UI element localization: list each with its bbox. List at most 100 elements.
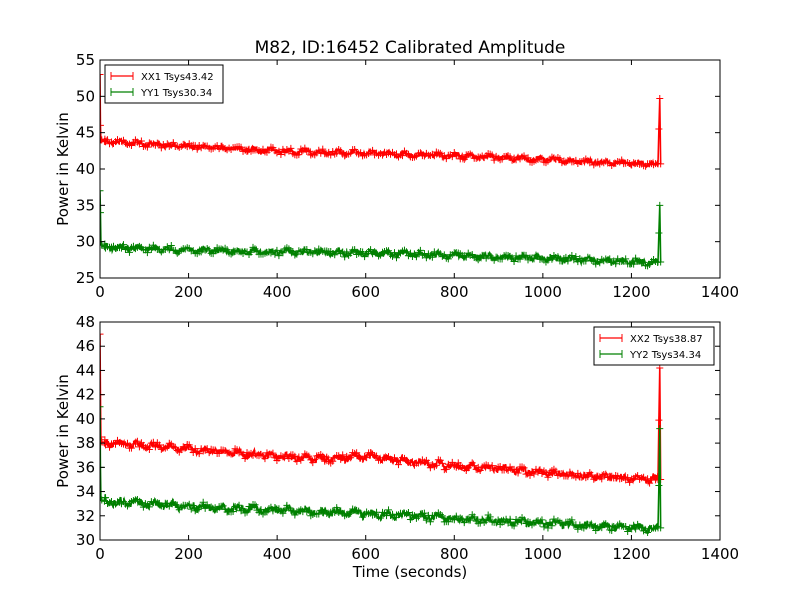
- y-tick-label: 35: [76, 196, 95, 214]
- data-point: [568, 251, 576, 259]
- data-point: [426, 518, 434, 526]
- data-point: [123, 439, 131, 447]
- data-point: [644, 475, 652, 483]
- data-point: [536, 466, 544, 474]
- data-point: [149, 438, 157, 446]
- data-point: [311, 455, 319, 463]
- data-point: [548, 255, 556, 263]
- y-tick-label: 44: [76, 361, 95, 379]
- data-point: [193, 145, 201, 153]
- data-point: [363, 454, 371, 462]
- data-point: [281, 506, 289, 514]
- data-point: [239, 505, 247, 513]
- data-point: [482, 517, 490, 525]
- data-point: [656, 95, 664, 103]
- series-0-0: [100, 71, 665, 170]
- data-point: [432, 461, 440, 469]
- x-tick-label: 400: [263, 545, 292, 563]
- data-point: [235, 501, 243, 509]
- data-point: [506, 515, 514, 523]
- data-point: [241, 454, 249, 462]
- data-point: [391, 454, 398, 462]
- data-point: [143, 143, 151, 151]
- data-point: [504, 519, 512, 527]
- data-point: [351, 246, 359, 254]
- data-point: [359, 248, 367, 256]
- data-point: [257, 506, 265, 514]
- data-point: [630, 260, 638, 268]
- series-0-1: [100, 187, 665, 270]
- data-point: [644, 529, 652, 537]
- y-tick-label: 45: [76, 124, 95, 142]
- data-point: [544, 524, 552, 532]
- data-point: [133, 437, 141, 445]
- data-point: [373, 508, 381, 516]
- data-point: [598, 524, 606, 532]
- data-point: [137, 137, 145, 145]
- data-point: [185, 500, 193, 508]
- data-point: [100, 187, 104, 195]
- x-tick-label: 1200: [612, 545, 650, 563]
- legend-label: YY2 Tsys34.34: [629, 350, 701, 361]
- bottom-panel: 0 200 400 600 800 1000 1200 1400 30 32 34 36 38 40 42 4…: [54, 313, 739, 581]
- data-point: [516, 255, 524, 263]
- figure-title: M82, ID:16452 Calibrated Amplitude: [255, 38, 566, 58]
- data-point: [542, 519, 550, 527]
- data-point: [618, 156, 626, 164]
- data-point: [612, 260, 620, 268]
- y-tick-label: 36: [76, 458, 95, 476]
- data-point: [470, 462, 478, 470]
- data-point: [428, 253, 436, 261]
- data-point: [402, 248, 410, 256]
- data-point: [624, 527, 632, 535]
- data-point: [335, 452, 343, 460]
- data-point: [104, 136, 112, 144]
- data-point: [422, 516, 430, 524]
- data-point: [398, 152, 406, 160]
- data-point: [520, 464, 528, 472]
- data-point: [486, 513, 494, 521]
- x-tick-label: 0: [95, 545, 105, 563]
- data-point: [319, 145, 327, 153]
- data-point: [155, 441, 163, 449]
- data-point: [572, 253, 580, 261]
- data-point: [203, 445, 211, 453]
- data-point: [277, 150, 285, 158]
- data-point: [271, 250, 279, 258]
- data-point: [341, 456, 349, 464]
- data-point: [108, 498, 116, 506]
- data-point: [444, 255, 452, 263]
- data-point: [438, 512, 446, 520]
- data-point: [656, 364, 664, 372]
- data-point: [526, 471, 534, 479]
- data-point: [269, 449, 277, 457]
- plot-frame: [99, 321, 721, 541]
- data-point: [632, 525, 640, 533]
- data-point: [470, 513, 478, 521]
- data-point: [584, 473, 592, 481]
- data-point: [135, 443, 143, 451]
- data-point: [333, 149, 341, 157]
- data-point: [510, 522, 518, 530]
- data-point: [514, 469, 522, 477]
- data-point: [323, 453, 331, 461]
- y-tick-label: 38: [76, 434, 95, 452]
- data-point: [422, 254, 430, 262]
- data-point: [389, 252, 397, 260]
- data-point: [197, 503, 205, 511]
- data-point: [566, 468, 574, 476]
- legend: XX1 Tsys43.42 YY1 Tsys30.34: [104, 64, 224, 104]
- data-point: [656, 425, 664, 433]
- data-point: [538, 154, 546, 162]
- data-point: [185, 441, 193, 449]
- data-point: [462, 253, 470, 261]
- data-point: [598, 475, 606, 483]
- data-point: [347, 509, 355, 517]
- data-point: [367, 246, 375, 254]
- x-tick-label: 600: [351, 545, 380, 563]
- data-point: [289, 507, 297, 515]
- data-point: [530, 470, 538, 478]
- data-point: [285, 454, 293, 462]
- data-point: [448, 153, 456, 161]
- data-point: [205, 246, 213, 254]
